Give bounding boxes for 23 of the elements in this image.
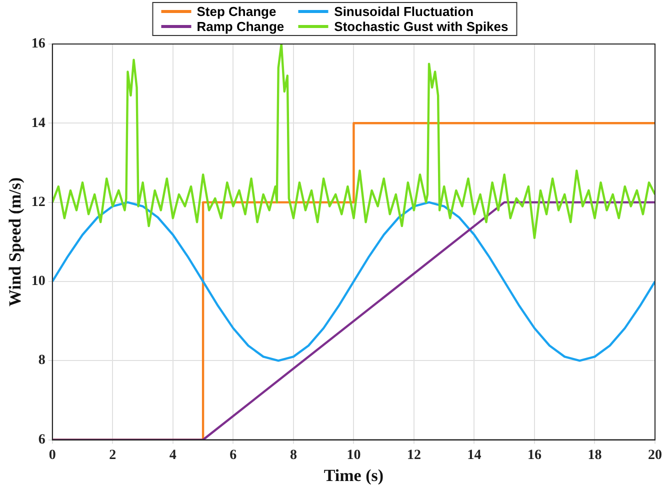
y-tick-label: 6 — [38, 432, 46, 448]
x-tick-label: 8 — [290, 448, 297, 463]
x-tick-label: 20 — [648, 448, 662, 463]
y-tick-label: 8 — [38, 353, 46, 368]
x-tick-label: 2 — [109, 448, 116, 463]
x-tick-label: 14 — [467, 448, 482, 463]
legend-label: Stochastic Gust with Spikes — [334, 19, 508, 34]
y-tick-label: 10 — [31, 274, 46, 290]
x-tick-label: 12 — [406, 448, 421, 463]
x-tick-label: 18 — [588, 448, 602, 463]
y-tick-label: 14 — [31, 116, 46, 131]
legend-label: Step Change — [196, 4, 276, 19]
y-axis-title: Wind Speed (m/s) — [6, 177, 25, 306]
legend-label: Sinusoidal Fluctuation — [334, 4, 474, 19]
x-tick-label: 10 — [346, 448, 361, 463]
y-tick-label: 12 — [31, 194, 46, 210]
x-tick-label: 16 — [527, 448, 542, 463]
y-tick-label: 16 — [31, 36, 46, 52]
x-tick-label: 6 — [230, 448, 237, 463]
x-axis-title: Time (s) — [324, 466, 384, 486]
x-tick-label: 0 — [48, 448, 56, 463]
x-tick-label: 4 — [169, 448, 176, 463]
legend-label: Ramp Change — [196, 19, 284, 34]
